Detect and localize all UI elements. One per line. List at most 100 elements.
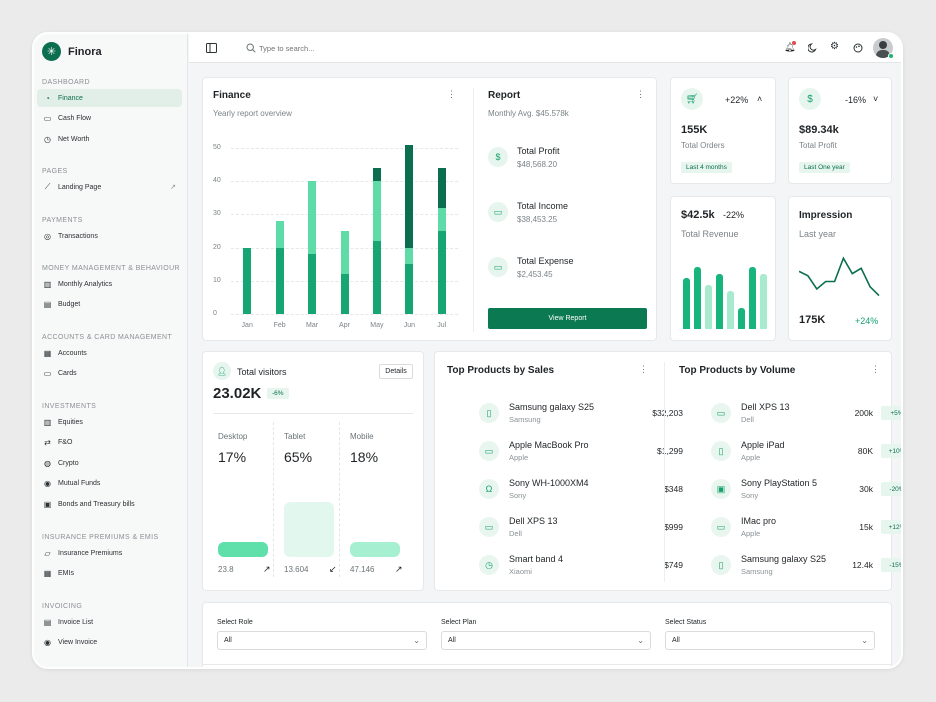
sidebar-item[interactable]: ⇄ F&O — [37, 434, 182, 452]
sidebar-item[interactable]: ▭ Cards — [37, 365, 182, 383]
visitors-delta: -6% — [267, 388, 289, 399]
external-link-icon: ↗ — [170, 184, 176, 191]
device-column-divider — [339, 422, 340, 577]
volume-change-badge: +5% — [881, 406, 901, 420]
impression-period: Last year — [799, 229, 837, 239]
filter-select[interactable]: All ⌄ — [217, 631, 427, 650]
top-sales-more-icon[interactable]: ⋮ — [639, 364, 648, 374]
settings-gear-icon[interactable]: ⚙ — [830, 41, 839, 52]
nav-section-label: INVOICING — [42, 603, 83, 610]
sidebar-toggle-icon[interactable] — [206, 43, 217, 53]
sidebar-item[interactable]: ◔ Finance — [37, 89, 182, 107]
tablet-icon: ▯ — [711, 441, 731, 461]
device-percent: 17% — [218, 449, 247, 465]
trend-arrow-icon: ↙ — [329, 564, 337, 574]
sidebar-item[interactable]: ▤ Budget — [37, 296, 182, 314]
product-price: $749 — [664, 560, 683, 570]
report-item-value: $48,568.20 — [517, 160, 558, 169]
sidebar-item-label: EMIs — [58, 570, 74, 578]
finance-bar — [405, 247, 414, 265]
y-tick-label: 50 — [213, 144, 221, 151]
finance-title: Finance — [213, 90, 251, 101]
report-more-icon[interactable]: ⋮ — [636, 89, 645, 99]
search-input[interactable] — [259, 40, 429, 56]
visitors-divider — [213, 413, 413, 414]
finance-bar — [308, 181, 317, 255]
sidebar-item[interactable]: ◷ Net Worth — [37, 130, 182, 148]
report-title: Report — [488, 90, 521, 101]
sidebar-item[interactable]: ◉ View Invoice — [37, 634, 182, 652]
top-volume-more-icon[interactable]: ⋮ — [871, 364, 880, 374]
brand[interactable]: ✳ Finora — [42, 42, 102, 61]
palette-icon[interactable] — [853, 43, 863, 53]
sidebar-item[interactable]: ▥ Equities — [37, 413, 182, 431]
trend-arrow-icon: ↗ — [263, 564, 271, 574]
grid-line — [231, 314, 458, 315]
sidebar-item[interactable]: ▣ Bonds and Treasury bills — [37, 495, 182, 513]
sidebar-item[interactable]: ▭ Cash Flow — [37, 110, 182, 128]
device-count: 47.146 — [350, 565, 375, 574]
sidebar-item-label: Landing Page — [58, 183, 102, 191]
product-name[interactable]: Samsung galaxy S25 — [741, 554, 827, 564]
transactions-icon: ◎ — [44, 231, 51, 241]
product-price: $1,299 — [657, 446, 683, 456]
sidebar-item[interactable]: ◎ Transactions — [37, 227, 182, 245]
product-name[interactable]: Dell XPS 13 — [509, 516, 558, 526]
product-volume: 12.4k — [852, 560, 873, 570]
product-name[interactable]: Smart band 4 — [509, 554, 564, 564]
product-brand: Apple — [741, 453, 761, 462]
report-item-value: $2,453.45 — [517, 270, 553, 279]
impression-title: Impression — [799, 210, 853, 221]
product-name[interactable]: Samsung galaxy S25 — [509, 402, 595, 412]
product-name[interactable]: Apple iPad — [741, 440, 785, 450]
x-tick-label: Mar — [306, 322, 319, 329]
sidebar-item-label: Finance — [58, 94, 83, 102]
finance-chart: 0 10 20 30 40 50 Jan Feb Mar Apr May Jun Jul — [203, 78, 468, 342]
sidebar-item[interactable]: ⟋ Landing Page ↗ — [37, 178, 182, 196]
sidebar-item-label: Budget — [58, 301, 81, 309]
card-divider — [664, 362, 665, 582]
sidebar-item[interactable]: ▦ Accounts — [37, 344, 182, 362]
sidebar-item[interactable]: ▱ Insurance Premiums — [37, 544, 182, 562]
orders-label: Total Orders — [681, 141, 725, 150]
filter-select[interactable]: All ⌄ — [665, 631, 875, 650]
chevron-down-icon: ⌄ — [861, 636, 868, 645]
dark-mode-icon[interactable] — [808, 43, 818, 53]
details-button[interactable]: Details — [379, 364, 413, 379]
product-name[interactable]: Sony PlayStation 5 — [741, 478, 818, 488]
card-icon: ▭ — [43, 369, 52, 379]
product-brand: Sony — [509, 491, 527, 500]
eye-icon: ◉ — [44, 638, 51, 648]
top-volume-title: Top Products by Volume — [679, 365, 796, 376]
notification-bell-icon[interactable]: 🔔︎ — [784, 42, 796, 52]
sidebar-item[interactable]: ▥ Monthly Analytics — [37, 275, 182, 293]
product-name[interactable]: Sony WH-1000XM4 — [509, 478, 589, 488]
report-item-value: $38,453.25 — [517, 215, 558, 224]
swap-icon: ⇄ — [44, 438, 51, 448]
sidebar-item[interactable]: ◉ Mutual Funds — [37, 475, 182, 493]
filter-select[interactable]: All ⌄ — [441, 631, 651, 650]
filter-value: All — [448, 637, 456, 644]
sidebar-item-label: Insurance Premiums — [58, 549, 123, 557]
funds-icon: ◉ — [44, 479, 51, 489]
finance-bar — [340, 274, 349, 314]
sidebar-item-label: Invoice List — [58, 618, 94, 626]
nav-section-label: ACCOUNTS & CARD MANAGEMENT — [42, 334, 173, 341]
finance-more-icon[interactable]: ⋮ — [447, 89, 456, 99]
view-report-button[interactable]: View Report — [488, 308, 647, 329]
sidebar-item[interactable]: ◍ Crypto — [37, 454, 182, 472]
sidebar-item[interactable]: ▦ EMIs — [37, 565, 182, 583]
finance-bar — [405, 144, 414, 248]
top-sales-title: Top Products by Sales — [447, 365, 555, 376]
product-name[interactable]: Dell XPS 13 — [741, 402, 790, 412]
impression-card: Impression Last year 175K +24% — [788, 196, 892, 341]
sidebar-item-label: Crypto — [58, 459, 79, 467]
product-name[interactable]: Apple MacBook Pro — [509, 440, 589, 450]
product-name[interactable]: IMac pro — [741, 516, 777, 526]
sidebar-item[interactable]: ▤ Invoice List — [37, 613, 182, 631]
x-tick-label: Feb — [273, 322, 286, 329]
nav-section-label: MONEY MANAGEMENT & BEHAVIOUR — [42, 265, 180, 272]
notification-dot — [792, 41, 796, 45]
product-brand: Apple — [509, 453, 529, 462]
dollar-icon: $ — [799, 88, 821, 110]
